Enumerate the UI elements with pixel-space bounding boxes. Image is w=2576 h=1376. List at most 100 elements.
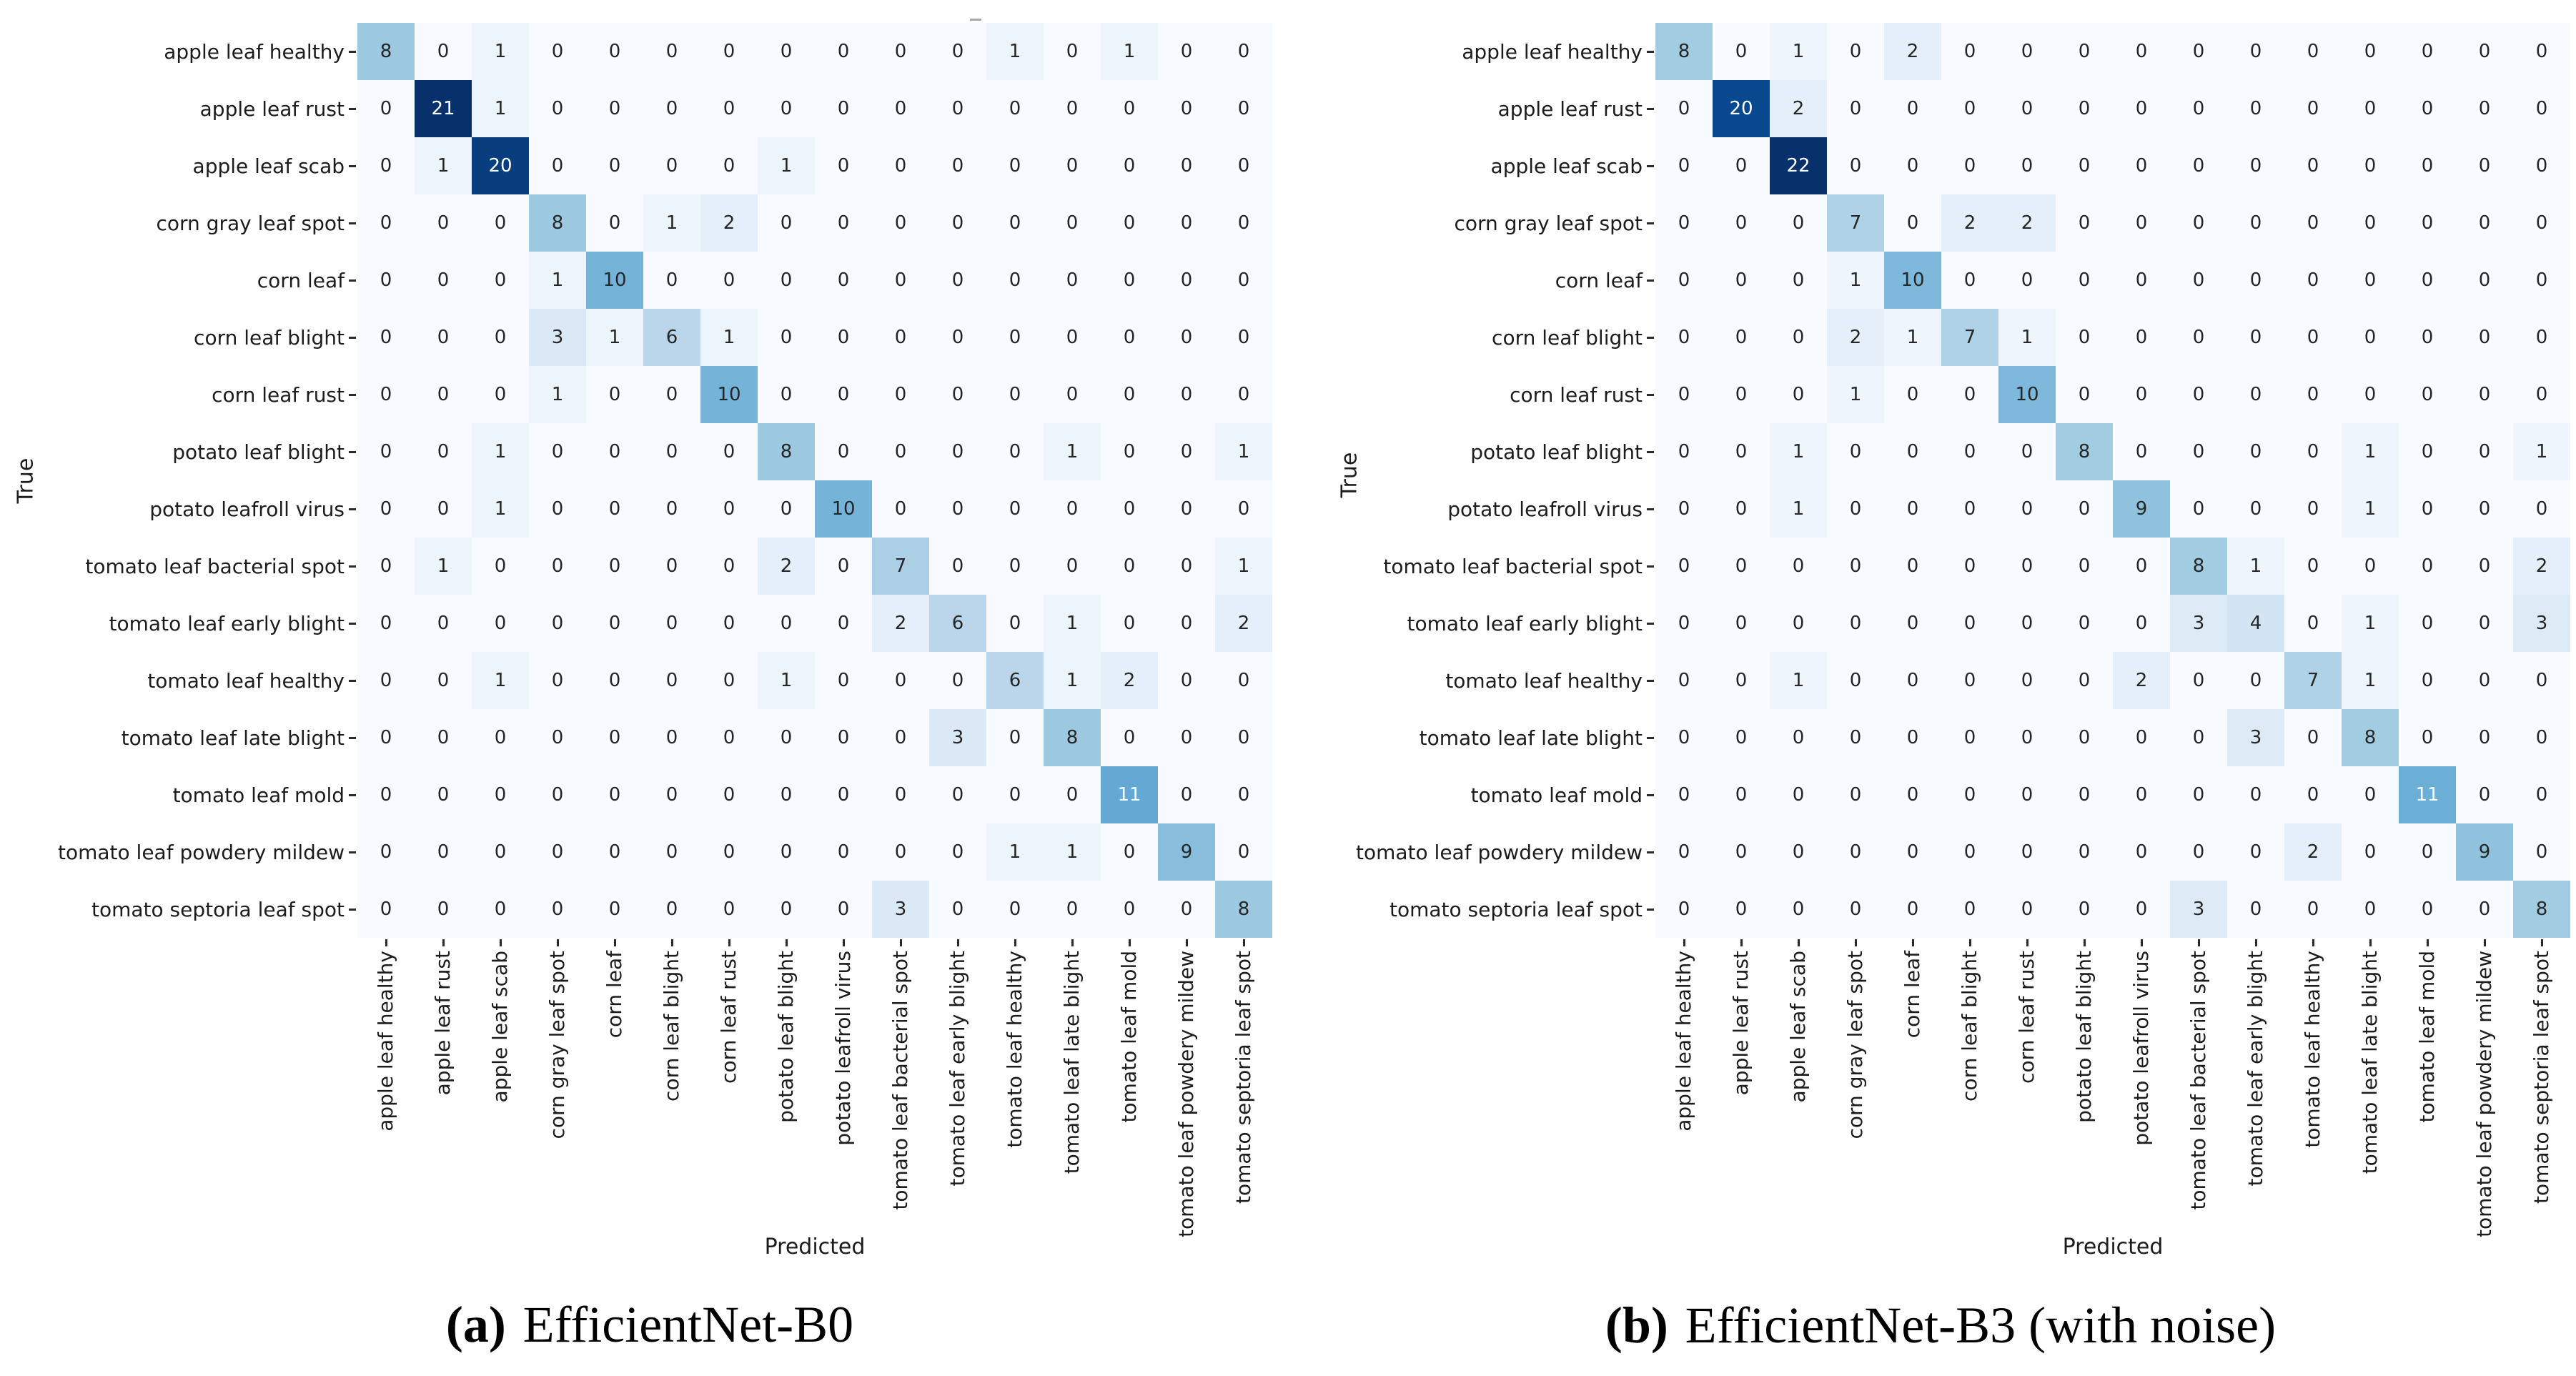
heatmap-cell: 1 [1044, 823, 1101, 881]
heatmap-cell: 0 [1998, 595, 2056, 652]
heatmap-cell: 0 [1884, 366, 1941, 423]
heatmap-cell: 0 [586, 80, 643, 137]
heatmap-cell: 0 [2513, 709, 2570, 766]
heatmap-cell: 0 [2399, 366, 2456, 423]
row-label: apple leaf healthy [164, 39, 345, 64]
heatmap-cell: 0 [1941, 366, 1998, 423]
heatmap-cell: 0 [1158, 881, 1215, 938]
heatmap-cell: 0 [1158, 652, 1215, 709]
heatmap-cell: 0 [1770, 595, 1827, 652]
heatmap-cell: 0 [1713, 23, 1770, 80]
heatmap-cell: 0 [872, 709, 929, 766]
heatmap-cell: 0 [758, 194, 815, 252]
heatmap-cell: 0 [2456, 366, 2513, 423]
heatmap-cell: 0 [415, 709, 472, 766]
col-label: tomato leaf early blight [2244, 951, 2267, 1187]
y-axis-tick [1647, 451, 1654, 453]
heatmap-cell: 0 [357, 709, 415, 766]
heatmap-cell: 3 [2513, 595, 2570, 652]
heatmap-cell: 1 [1044, 652, 1101, 709]
heatmap-cell: 0 [2284, 366, 2342, 423]
heatmap-cell: 8 [1044, 709, 1101, 766]
y-axis-tick [1647, 794, 1654, 796]
heatmap-cell: 0 [2227, 309, 2284, 366]
heatmap-cell: 0 [586, 652, 643, 709]
heatmap-cell: 0 [2456, 309, 2513, 366]
heatmap-cell: 0 [2170, 194, 2227, 252]
heatmap-cell: 0 [1655, 538, 1713, 595]
heatmap-cell: 0 [700, 709, 758, 766]
row-label: apple leaf rust [1497, 96, 1643, 121]
heatmap-cell: 0 [415, 309, 472, 366]
heatmap-cell: 0 [2513, 80, 2570, 137]
x-axis-tick [2541, 939, 2543, 946]
heatmap-cell: 0 [700, 423, 758, 480]
heatmap-cell: 2 [2513, 538, 2570, 595]
heatmap-cell: 0 [758, 366, 815, 423]
heatmap-cell: 0 [2284, 309, 2342, 366]
row-label: corn gray leaf spot [156, 211, 345, 235]
heatmap-cell: 20 [1713, 80, 1770, 137]
heatmap-cell: 0 [529, 881, 586, 938]
row-label: tomato septoria leaf spot [1389, 897, 1643, 921]
heatmap-cell: 0 [1998, 709, 2056, 766]
heatmap-cell: 0 [758, 881, 815, 938]
heatmap-cell: 0 [1101, 309, 1158, 366]
heatmap-cell: 0 [929, 80, 986, 137]
row-label: tomato leaf powdery mildew [1356, 840, 1643, 864]
heatmap-cell: 1 [415, 538, 472, 595]
heatmap-cell: 0 [2284, 480, 2342, 538]
heatmap-cell: 0 [1044, 881, 1101, 938]
heatmap-cell: 0 [1941, 137, 1998, 194]
col-label: apple leaf rust [1729, 951, 1753, 1096]
heatmap-cell: 11 [1101, 766, 1158, 823]
heatmap-cell: 0 [758, 709, 815, 766]
heatmap-cell: 0 [815, 80, 872, 137]
heatmap-cell: 0 [643, 595, 700, 652]
heatmap-cell: 9 [2113, 480, 2170, 538]
heatmap-cell: 0 [2284, 595, 2342, 652]
heatmap-cell: 0 [1215, 766, 1272, 823]
heatmap-cell: 0 [1713, 366, 1770, 423]
heatmap-cell: 0 [872, 137, 929, 194]
row-label: corn leaf [1555, 268, 1643, 292]
heatmap-cell: 0 [700, 80, 758, 137]
heatmap-cell: 1 [986, 23, 1044, 80]
heatmap-cell: 0 [2227, 194, 2284, 252]
x-axis-tick [957, 939, 959, 946]
x-axis-tick [1071, 939, 1074, 946]
y-axis-tick [349, 394, 356, 396]
heatmap-cell: 1 [1998, 309, 2056, 366]
heatmap-cell: 0 [357, 137, 415, 194]
heatmap-cell: 0 [1827, 881, 1884, 938]
heatmap-cell: 0 [1770, 823, 1827, 881]
heatmap-cell: 1 [1101, 23, 1158, 80]
heatmap-cell: 0 [1044, 766, 1101, 823]
heatmap-cell: 3 [929, 709, 986, 766]
heatmap-cell: 0 [357, 652, 415, 709]
heatmap-cell: 0 [1770, 766, 1827, 823]
heatmap-cell: 0 [415, 881, 472, 938]
heatmap-cell: 0 [2342, 823, 2399, 881]
heatmap-cell: 0 [758, 595, 815, 652]
heatmap-cell: 0 [1713, 766, 1770, 823]
heatmap-cell: 8 [2513, 881, 2570, 938]
heatmap-cell: 0 [2513, 823, 2570, 881]
heatmap-cell: 0 [643, 823, 700, 881]
heatmap-cell: 0 [815, 595, 872, 652]
heatmap-cell: 1 [700, 309, 758, 366]
heatmap-cell: 2 [1215, 595, 1272, 652]
y-axis-tick [349, 337, 356, 339]
heatmap-cell: 0 [415, 366, 472, 423]
heatmap-cell: 0 [2113, 80, 2170, 137]
heatmap-cell: 0 [643, 366, 700, 423]
heatmap-cell: 0 [1655, 480, 1713, 538]
heatmap-cell: 0 [1713, 595, 1770, 652]
col-label: potato leafroll virus [2129, 951, 2153, 1146]
heatmap-cell: 0 [2113, 709, 2170, 766]
heatmap-cell: 0 [1655, 252, 1713, 309]
heatmap-cell: 2 [700, 194, 758, 252]
heatmap-cell: 0 [2113, 423, 2170, 480]
heatmap-cell: 0 [1884, 595, 1941, 652]
